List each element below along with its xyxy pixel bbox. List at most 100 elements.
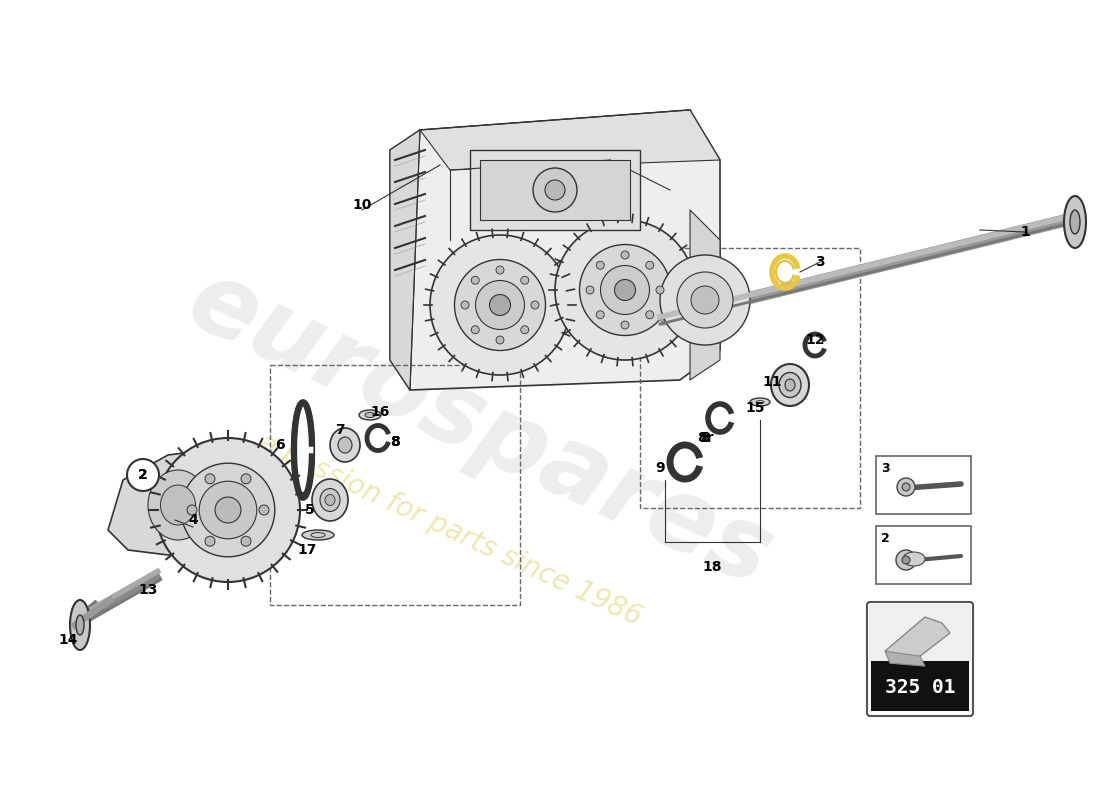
Circle shape [258, 505, 270, 515]
Bar [876, 456, 971, 514]
Text: 5: 5 [305, 503, 315, 517]
Circle shape [490, 294, 510, 315]
Circle shape [596, 262, 604, 270]
Text: 8r: 8r [696, 431, 713, 445]
Circle shape [586, 286, 594, 294]
Text: 10: 10 [352, 198, 372, 212]
Circle shape [531, 301, 539, 309]
Circle shape [660, 255, 750, 345]
Ellipse shape [1070, 210, 1080, 234]
Circle shape [205, 474, 214, 484]
Bar [470, 150, 640, 230]
Circle shape [544, 180, 565, 200]
FancyBboxPatch shape [869, 604, 971, 662]
Circle shape [534, 168, 578, 212]
Ellipse shape [148, 470, 208, 540]
Text: 16: 16 [371, 405, 389, 419]
Circle shape [580, 245, 671, 335]
FancyBboxPatch shape [867, 602, 974, 716]
Text: 17: 17 [297, 543, 317, 557]
Ellipse shape [70, 600, 90, 650]
Text: 8: 8 [390, 435, 400, 449]
Text: 325 01: 325 01 [884, 678, 955, 697]
Polygon shape [886, 617, 950, 661]
Ellipse shape [161, 485, 196, 525]
Ellipse shape [320, 489, 340, 511]
Text: a passion for parts since 1986: a passion for parts since 1986 [254, 429, 646, 631]
Bar [270, 365, 520, 605]
Circle shape [496, 266, 504, 274]
Circle shape [556, 220, 695, 360]
Text: 9: 9 [656, 461, 664, 475]
Ellipse shape [779, 373, 801, 398]
Circle shape [205, 536, 214, 546]
Text: 11: 11 [762, 375, 782, 389]
Circle shape [475, 281, 525, 330]
Ellipse shape [324, 494, 336, 506]
Circle shape [646, 310, 653, 318]
Bar [480, 160, 630, 220]
Circle shape [182, 463, 275, 557]
Circle shape [241, 474, 251, 484]
Circle shape [461, 301, 469, 309]
Ellipse shape [903, 552, 925, 566]
Circle shape [471, 326, 480, 334]
Text: 8: 8 [390, 435, 400, 449]
Ellipse shape [771, 364, 808, 406]
Circle shape [896, 478, 915, 496]
Text: 8: 8 [700, 431, 710, 445]
Ellipse shape [359, 410, 381, 420]
Circle shape [156, 438, 300, 582]
Text: 12: 12 [805, 333, 825, 347]
FancyBboxPatch shape [871, 661, 969, 711]
Ellipse shape [785, 379, 795, 391]
Circle shape [520, 276, 529, 284]
Text: eurospares: eurospares [173, 252, 788, 608]
Text: 18: 18 [702, 560, 722, 574]
Text: 6: 6 [275, 438, 285, 452]
Text: 3: 3 [881, 462, 890, 475]
Circle shape [646, 262, 653, 270]
Circle shape [902, 483, 910, 491]
Circle shape [676, 272, 733, 328]
Circle shape [496, 336, 504, 344]
Ellipse shape [76, 615, 84, 635]
Text: 4: 4 [188, 513, 198, 527]
Ellipse shape [330, 428, 360, 462]
Ellipse shape [338, 437, 352, 453]
Ellipse shape [1064, 196, 1086, 248]
Ellipse shape [294, 402, 312, 498]
Circle shape [199, 481, 256, 539]
Circle shape [691, 286, 719, 314]
Circle shape [902, 556, 910, 564]
Text: 7: 7 [336, 423, 344, 437]
Polygon shape [420, 110, 720, 170]
Circle shape [656, 286, 664, 294]
Text: 1: 1 [1020, 225, 1030, 239]
Bar [640, 248, 860, 508]
Circle shape [214, 497, 241, 523]
Polygon shape [108, 450, 228, 555]
Polygon shape [690, 210, 721, 380]
Circle shape [896, 550, 916, 570]
Ellipse shape [750, 398, 770, 406]
Polygon shape [390, 110, 720, 390]
Text: 2: 2 [139, 468, 147, 482]
Circle shape [621, 321, 629, 329]
Ellipse shape [312, 479, 348, 521]
Circle shape [596, 310, 604, 318]
Text: 2: 2 [881, 532, 890, 545]
Ellipse shape [365, 413, 375, 418]
Text: 14: 14 [58, 633, 78, 647]
Polygon shape [886, 651, 925, 666]
Text: 13: 13 [139, 583, 157, 597]
Circle shape [621, 251, 629, 259]
Bar [876, 526, 971, 584]
Circle shape [601, 266, 649, 314]
Text: 15: 15 [746, 401, 764, 415]
Polygon shape [390, 130, 420, 390]
Circle shape [520, 326, 529, 334]
Circle shape [430, 235, 570, 375]
Text: 3: 3 [815, 255, 825, 269]
Circle shape [615, 279, 636, 301]
